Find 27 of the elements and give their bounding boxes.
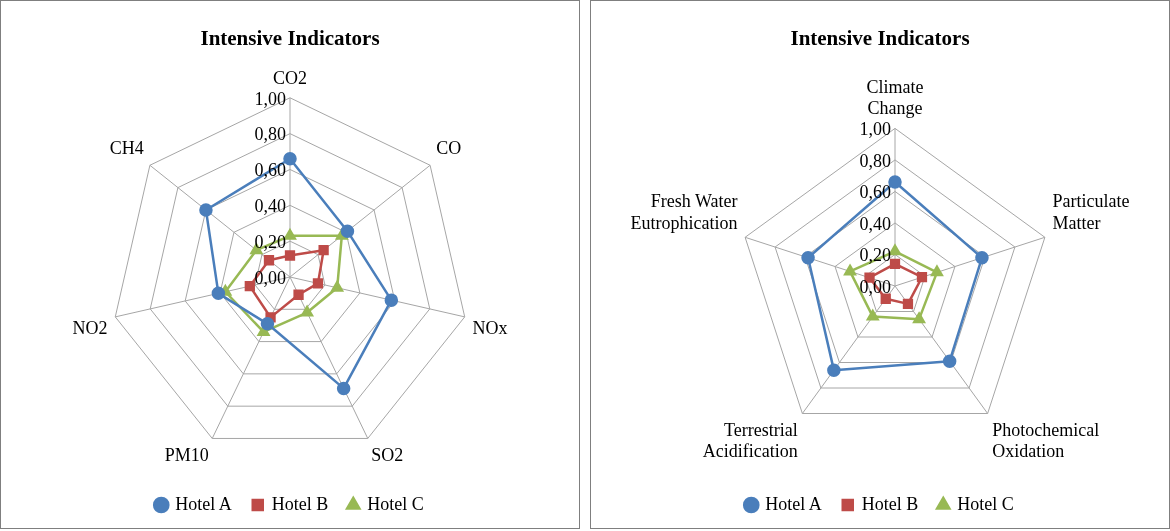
- y-tick-label: 1,00: [859, 119, 891, 140]
- legend-label: Hotel C: [367, 493, 424, 514]
- legend-label: Hotel A: [765, 493, 822, 514]
- y-tick-label: 0,40: [254, 196, 286, 217]
- legend-label: Hotel B: [271, 493, 329, 514]
- spoke-label: NO2: [72, 318, 108, 339]
- spoke-label: Fresh Water Eutrophication: [630, 191, 738, 233]
- legend-label: Hotel A: [175, 493, 232, 514]
- spoke-label: Photochemical Oxidation: [992, 419, 1100, 462]
- legend-label: Hotel C: [957, 493, 1014, 514]
- spoke-label: NOx: [472, 318, 508, 339]
- spoke-label: CO2: [272, 67, 308, 88]
- spoke-label: SO2: [371, 445, 404, 466]
- y-tick-label: 0,80: [254, 124, 286, 145]
- spoke-label: Climate Change: [866, 76, 924, 119]
- y-tick-label: 0,40: [859, 213, 891, 234]
- chart-title: Intensive Indicators: [790, 26, 970, 51]
- spoke-label: CH4: [109, 138, 144, 159]
- spoke-label: Terrestrial Acidification: [702, 419, 798, 462]
- legend-label: Hotel B: [861, 493, 919, 514]
- spoke-label: PM10: [164, 445, 209, 466]
- y-tick-label: 0,00: [254, 267, 286, 288]
- chart-title: Intensive Indicators: [200, 26, 380, 51]
- y-tick-label: 1,00: [254, 88, 286, 109]
- spoke-label: Particulate Matter: [1052, 191, 1130, 233]
- spoke-label: CO: [436, 138, 462, 159]
- y-tick-label: 0,80: [859, 150, 891, 171]
